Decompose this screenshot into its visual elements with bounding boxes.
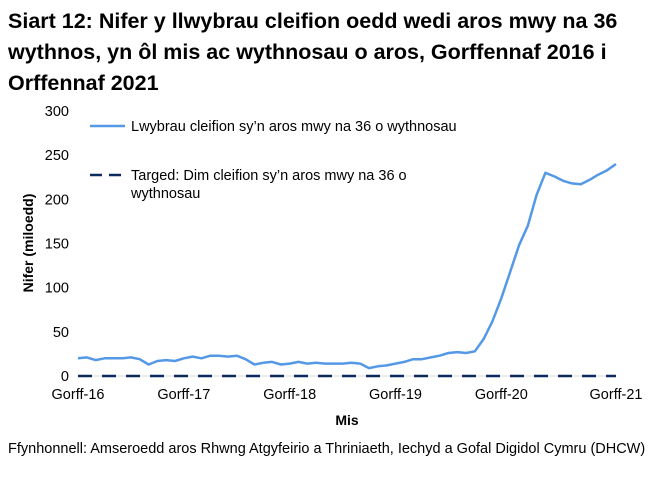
y-tick-label: 100 [45,281,69,297]
x-tick-label: Gorff-20 [475,387,528,403]
chart-title: Siart 12: Nifer y llwybrau cleifion oedd… [8,9,618,95]
x-tick-label: Gorff-16 [52,387,105,403]
y-tick-label: 0 [61,369,69,385]
y-axis-label: Nifer (miloedd) [20,194,36,293]
y-tick-label: 200 [45,192,69,208]
y-tick-label: 50 [53,325,69,341]
legend-label-target-line1: Targed: Dim cleifion sy’n aros mwy na 36… [131,168,407,184]
legend: Lwybrau cleifion sy’n aros mwy na 36 o w… [90,119,457,202]
x-tick-label: Gorff-17 [157,387,210,403]
x-tick-label: Gorff-18 [263,387,316,403]
legend-label-series: Lwybrau cleifion sy’n aros mwy na 36 o w… [131,119,457,135]
y-tick-label: 250 [45,148,69,164]
y-tick-label: 300 [45,104,69,120]
x-tick-label: Gorff-21 [590,387,643,403]
y-tick-label: 150 [45,237,69,253]
x-axis-label: Mis [335,412,359,428]
legend-label-target: Targed: Dim cleifion sy’n aros mwy na 36… [130,168,411,202]
y-axis: 0 50 100 150 200 250 300 [45,104,69,385]
x-axis: Gorff-16 Gorff-17 Gorff-18 Gorff-19 Gorff-20… [52,387,643,403]
source-note: Ffynhonnell: Amseroedd aros Rhwng Atgyfe… [8,441,646,457]
series-line-waiting-over-36-weeks [77,162,617,370]
x-tick-label: Gorff-19 [369,387,422,403]
legend-label-target-line2: wythnosau [130,186,200,202]
